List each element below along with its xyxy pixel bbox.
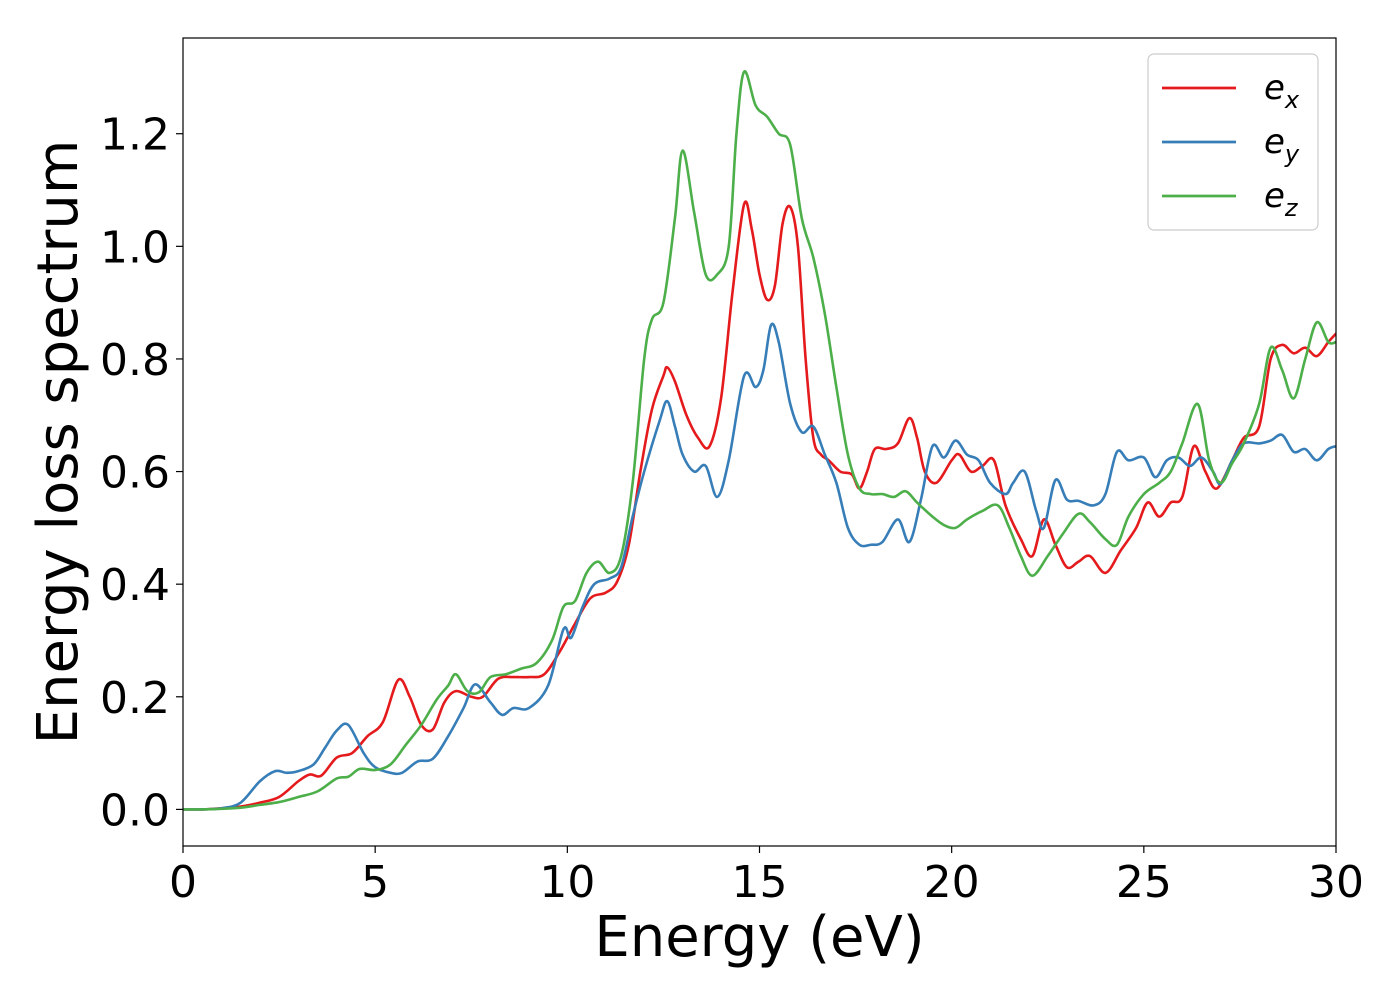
legend-label-subscript: x — [1284, 86, 1300, 114]
legend-label-y: ey — [1264, 122, 1300, 168]
y-tick-label: 0.2 — [100, 673, 170, 724]
series-line-y — [183, 322, 1336, 811]
legend-label-base: e — [1264, 68, 1285, 108]
y-tick-label: 0.8 — [100, 335, 170, 386]
y-tick-label: 0.4 — [100, 560, 170, 611]
legend-label-z: ez — [1264, 176, 1299, 222]
x-axis-label: Energy (eV) — [594, 905, 924, 970]
y-axis-label: Energy loss spectrum — [26, 140, 91, 745]
x-tick-label: 0 — [169, 857, 197, 908]
legend-label-subscript: z — [1284, 194, 1299, 222]
y-tick-label: 1.0 — [100, 222, 170, 273]
x-tick-label: 15 — [732, 857, 788, 908]
series-group — [183, 70, 1336, 811]
y-tick-label: 0.6 — [100, 448, 170, 499]
x-tick-label: 20 — [924, 857, 980, 908]
y-tick-label: 1.2 — [100, 110, 170, 161]
legend-label-x: ex — [1264, 68, 1300, 114]
series-line-z — [183, 70, 1336, 811]
legend-label-base: e — [1264, 122, 1285, 162]
series-line-x — [183, 200, 1336, 811]
x-tick-label: 25 — [1116, 857, 1172, 908]
legend-label-base: e — [1264, 176, 1285, 216]
y-axis-ticks: 0.0 0.2 0.4 0.6 0.8 1.0 1.2 — [100, 110, 183, 836]
x-axis-ticks: 0 5 10 15 20 25 30 — [169, 846, 1364, 908]
x-tick-label: 10 — [539, 857, 595, 908]
x-tick-label: 5 — [361, 857, 389, 908]
x-tick-label: 30 — [1308, 857, 1364, 908]
y-tick-label: 0.0 — [100, 785, 170, 836]
legend-label-subscript: y — [1284, 140, 1300, 168]
